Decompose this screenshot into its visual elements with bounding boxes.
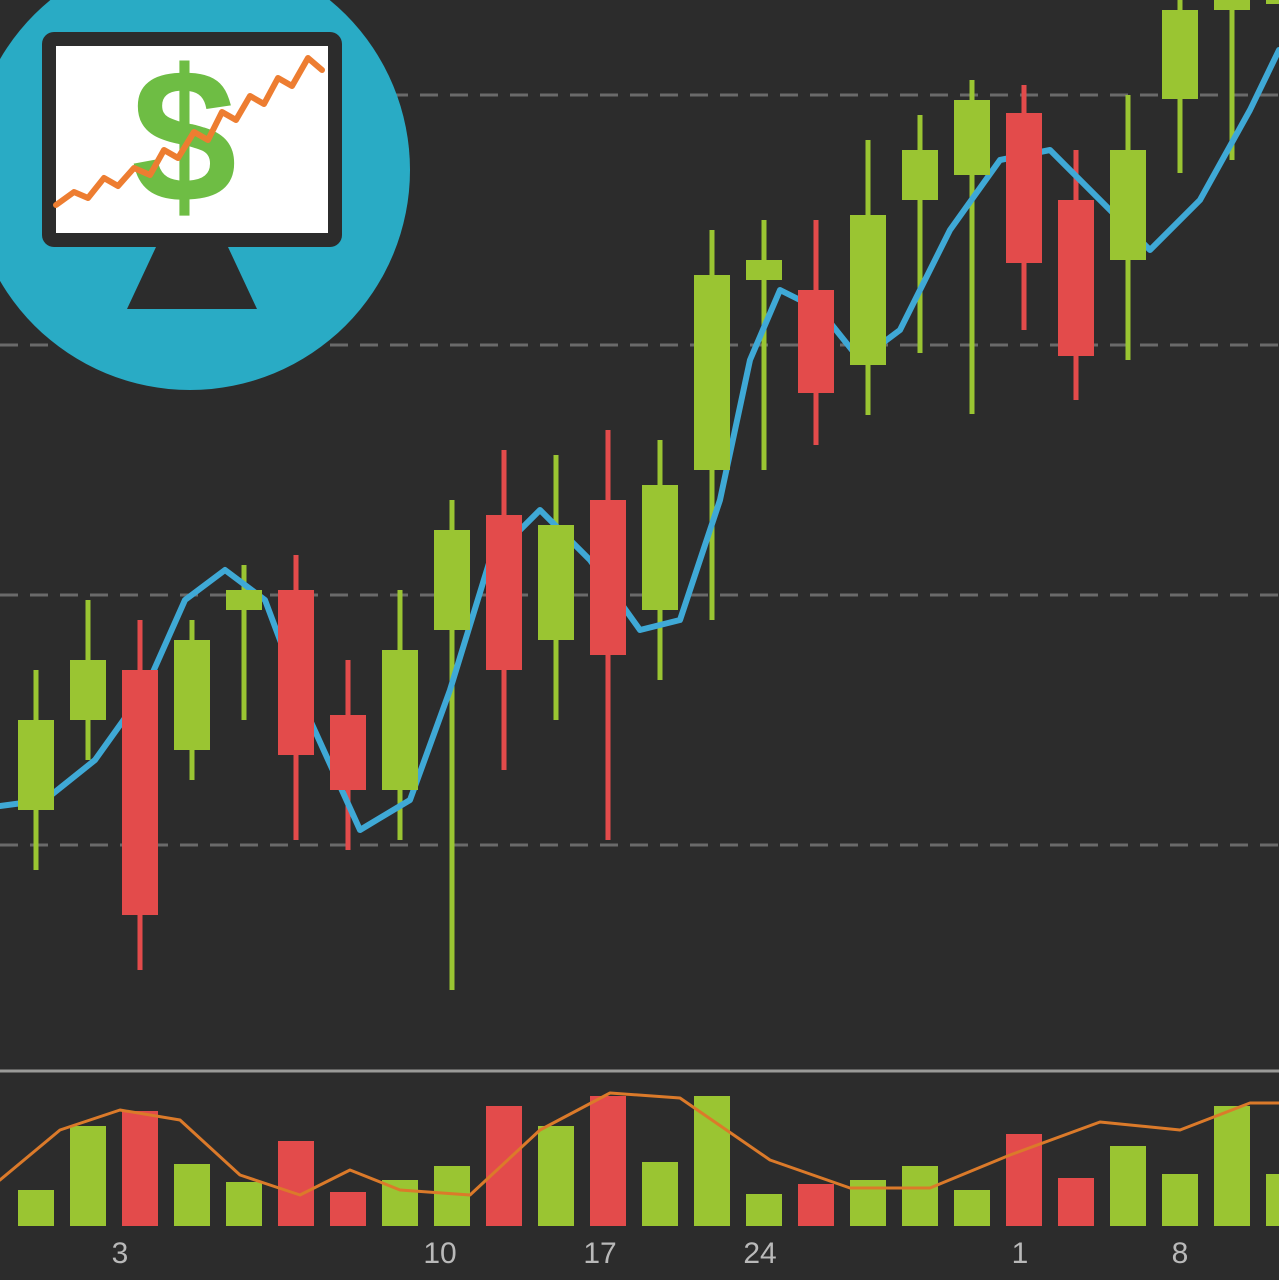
volume-bar — [1162, 1174, 1198, 1226]
volume-bar — [902, 1166, 938, 1226]
volume-bar — [1006, 1134, 1042, 1226]
candle-body — [538, 525, 574, 640]
candle-body — [954, 100, 990, 175]
volume-bar — [538, 1126, 574, 1226]
candle-body — [746, 260, 782, 280]
candle-body — [330, 715, 366, 790]
candle-body — [798, 290, 834, 393]
volume-bar — [1058, 1178, 1094, 1226]
volume-bar — [1214, 1106, 1250, 1226]
volume-bar — [590, 1096, 626, 1226]
volume-bar — [642, 1162, 678, 1226]
volume-bar — [18, 1190, 54, 1226]
volume-bar — [70, 1126, 106, 1226]
x-axis-label: 10 — [423, 1237, 456, 1270]
volume-bar — [486, 1106, 522, 1226]
volume-bar — [746, 1194, 782, 1226]
candle-body — [122, 670, 158, 915]
x-axis-label: 8 — [1172, 1237, 1189, 1270]
volume-bar — [1110, 1146, 1146, 1226]
volume-bar — [330, 1192, 366, 1226]
dollar-icon: $ — [131, 31, 237, 243]
candle-body — [382, 650, 418, 790]
volume-bar — [226, 1182, 262, 1226]
candle-body — [590, 500, 626, 655]
candle-body — [694, 275, 730, 470]
candle-body — [174, 640, 210, 750]
trading-chart: 3 10 17 24 1 8 $ — [0, 0, 1279, 1280]
candle-body — [434, 530, 470, 630]
candle-body — [850, 215, 886, 365]
candle-body — [1266, 0, 1279, 4]
volume-bar — [954, 1190, 990, 1226]
candle-body — [1110, 150, 1146, 260]
candle-body — [902, 150, 938, 200]
volume-bar — [1266, 1174, 1279, 1226]
candle-body — [18, 720, 54, 810]
volume-bar — [798, 1184, 834, 1226]
candle-body — [486, 515, 522, 670]
x-axis-label: 24 — [743, 1237, 776, 1270]
candle-body — [278, 590, 314, 755]
volume-bar — [174, 1164, 210, 1226]
x-axis-label: 1 — [1012, 1237, 1029, 1270]
volume-bar — [694, 1096, 730, 1226]
volume-bar — [382, 1180, 418, 1226]
volume-bar — [122, 1111, 158, 1226]
candle-body — [70, 660, 106, 720]
candle-body — [226, 590, 262, 610]
candle-body — [1162, 10, 1198, 99]
candle-body — [1006, 113, 1042, 263]
candle-body — [642, 485, 678, 610]
x-axis-label: 17 — [583, 1237, 616, 1270]
volume-bar — [278, 1141, 314, 1226]
candle-body — [1214, 0, 1250, 10]
candle-body — [1058, 200, 1094, 356]
x-axis-label: 3 — [112, 1237, 129, 1270]
